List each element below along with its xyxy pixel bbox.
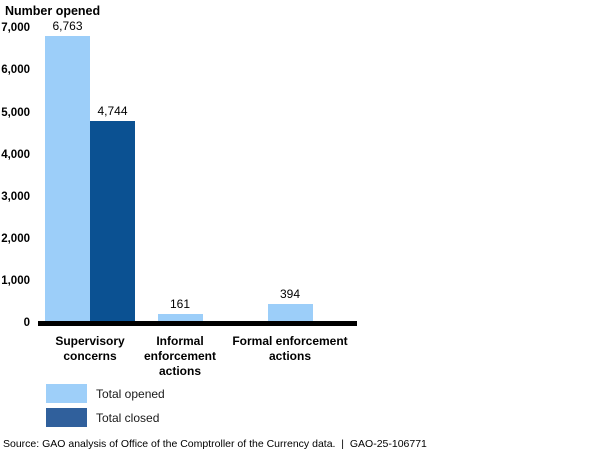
legend-label: Total closed: [96, 410, 160, 425]
y-axis-tick-label: 7,000: [1, 22, 30, 35]
bar-value-label: 6,763: [52, 19, 83, 33]
legend-item-total-opened: Total opened: [46, 384, 165, 403]
category-label-supervisory-concerns: Supervisory concerns: [55, 334, 125, 363]
bar-value-label: 4,744: [97, 104, 128, 118]
y-axis-tick-label: 4,000: [1, 148, 30, 161]
bar-informal-enforcement-actions-total-opened: [157, 314, 203, 321]
category-label-formal-enforcement-actions: Formal enforcement actions: [232, 334, 348, 363]
y-axis-tick-label: 6,000: [1, 64, 30, 77]
y-axis-tick-label: 1,000: [1, 274, 30, 287]
y-axis-tick-label: 2,000: [1, 232, 30, 245]
legend-swatch-total-opened: [46, 384, 87, 403]
bar-supervisory-concerns-total-opened: [45, 36, 90, 321]
bar-formal-enforcement-actions-total-opened: [267, 304, 313, 321]
x-axis-line: [38, 321, 357, 326]
y-axis-tick-label: 3,000: [1, 190, 30, 203]
bar-value-label: 161: [169, 297, 191, 311]
y-axis-tick-label: 5,000: [1, 106, 30, 119]
chart-title: Number opened: [5, 4, 101, 18]
legend-swatch-total-closed: [46, 408, 87, 427]
legend: Total opened Total closed: [46, 384, 165, 432]
category-label-informal-enforcement-actions: Informal enforcement actions: [143, 334, 217, 378]
bar-supervisory-concerns-total-closed: [90, 121, 135, 321]
legend-item-total-closed: Total closed: [46, 408, 165, 427]
y-axis-tick-label: 0: [23, 317, 30, 329]
bar-value-label: 394: [279, 287, 301, 301]
source-note: Source: GAO analysis of Office of the Co…: [3, 438, 427, 450]
legend-label: Total opened: [96, 386, 165, 401]
